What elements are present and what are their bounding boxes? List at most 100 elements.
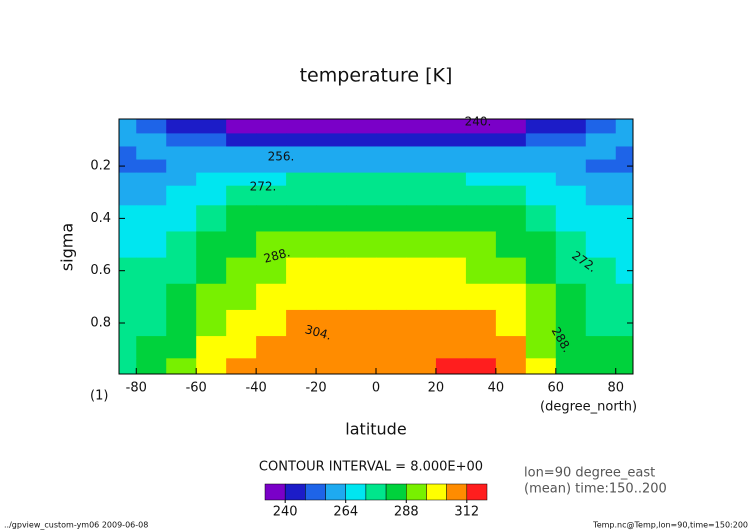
contour-cell [525,336,557,359]
contour-cell [435,283,467,311]
contour-cell [119,257,137,285]
contour-cell [346,146,377,161]
contour-cell [196,205,227,232]
contour-cell [226,159,257,174]
contour-cell [316,133,347,147]
contour-cell [555,231,587,259]
contour-cell [376,231,407,259]
colorbar-box [446,483,468,501]
contour-cell [136,205,167,232]
contour-cell [256,133,287,147]
colorbar-tick-label: 312 [454,505,479,520]
contour-cell [166,257,197,285]
x-tick-label: -60 [186,381,207,396]
contour-cell [435,309,467,337]
contour-cell [226,146,257,161]
contour-cell [525,257,557,285]
x-tick-label: -40 [246,381,267,396]
contour-cell [555,336,587,359]
contour-cell [346,133,377,147]
contour-cell [256,185,287,206]
contour-cell [346,185,377,206]
contour-cell [316,172,347,187]
contour-cell [286,185,317,206]
contour-cell [226,119,257,134]
contour-cell [376,133,407,147]
y-tick-label: 0.4 [90,211,111,226]
contour-cell [495,231,527,259]
contour-cell [226,358,257,374]
contour-cell [525,119,557,134]
chart-title: temperature [K] [300,65,453,87]
y-tick-label: 0.8 [90,316,111,331]
contour-cell [585,146,617,161]
contour-cell [435,231,467,259]
contour-cell [465,283,497,311]
contour-cell [465,257,497,285]
contour-cell [286,146,317,161]
info-line: (mean) time:150..200 [524,482,667,497]
contour-cell [166,336,197,359]
contour-cell [585,283,617,311]
contour-cell [376,283,407,311]
contour-cell [585,358,617,374]
contour-cell [615,257,633,285]
contour-cell [286,309,317,337]
contour-cell [405,205,437,232]
x-tick-label: 60 [548,381,565,396]
contour-cell [316,146,347,161]
contour-cell [286,172,317,187]
colorbar-box [325,483,346,501]
contour-cell [555,309,587,337]
contour-cell [585,205,617,232]
contour-cell [555,358,587,374]
contour-cell [376,358,407,374]
contour-label: 272. [250,180,277,194]
contour-cell [585,257,617,285]
contour-cell [256,257,287,285]
contour-cell [166,358,197,374]
contour-cell [196,283,227,311]
contour-cell [196,172,227,187]
contour-cell [465,336,497,359]
contour-cell [405,119,437,134]
contour-cell [465,231,497,259]
contour-cell [286,133,317,147]
contour-cell [166,283,197,311]
contour-cell [286,159,317,174]
contour-cell [495,257,527,285]
contour-cell [495,185,527,206]
contour-cell [495,159,527,174]
contour-cell [196,146,227,161]
contour-cell [615,146,633,161]
contour-cell [286,257,317,285]
contour-cell [465,133,497,147]
contour-cell [405,358,437,374]
contour-cell [119,133,137,147]
contour-cell [525,159,557,174]
colorbar-box [345,483,367,501]
contour-cell [286,358,317,374]
contour-cell [136,336,167,359]
y-axis-label: sigma [58,223,77,271]
contour-cell [346,358,377,374]
contour-interval: CONTOUR INTERVAL = 8.000E+00 [259,460,483,475]
contour-cell [376,205,407,232]
contour-cell [136,185,167,206]
contour-cell [615,119,633,134]
contour-cell [226,231,257,259]
contour-cell [226,172,257,187]
contour-cell [435,172,467,187]
contour-cell [166,119,197,134]
contour-cell [585,133,617,147]
contour-cell [465,309,497,337]
contour-cell [615,133,633,147]
contour-cell [555,185,587,206]
x-tick-label: 20 [428,381,445,396]
contour-label: 288. [262,245,291,265]
contour-cell [136,119,167,134]
contour-cell [346,257,377,285]
contour-cell [435,358,467,374]
contour-cell [196,119,227,134]
